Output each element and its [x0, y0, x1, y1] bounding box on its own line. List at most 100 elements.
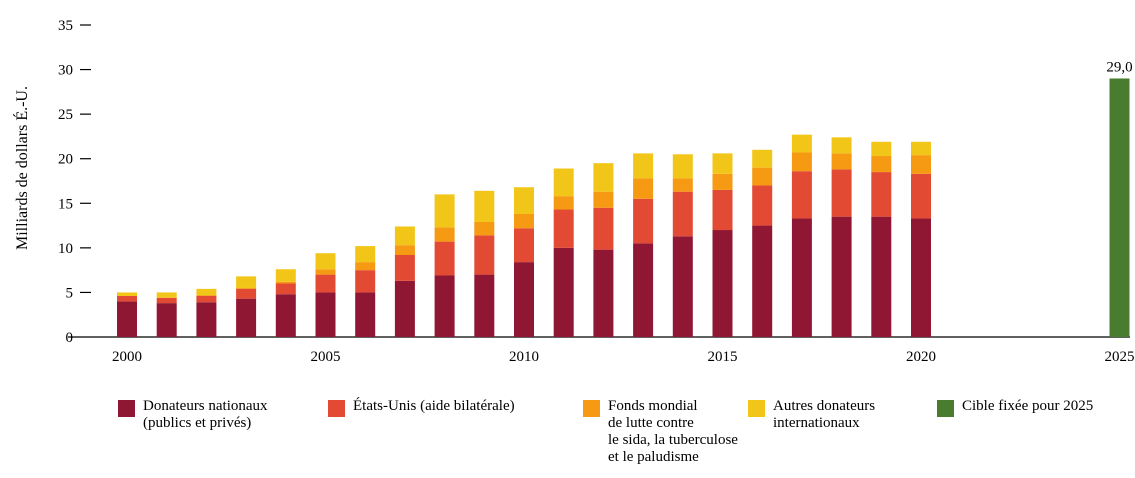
legend-label: Donateurs nationaux (publics et privés)	[143, 398, 268, 431]
target-bar	[1109, 78, 1130, 337]
bar-segment	[871, 216, 892, 337]
bar-segment	[752, 185, 773, 226]
bar-segment	[514, 262, 534, 337]
bar-segment	[196, 295, 217, 303]
bar-segment	[394, 226, 415, 246]
bar-segment	[712, 173, 733, 190]
legend-swatch	[748, 400, 765, 417]
bar-segment	[156, 303, 177, 337]
bar-segment	[394, 254, 415, 281]
bar-segment	[236, 276, 257, 288]
bar-segment	[236, 287, 257, 289]
y-tick-label: 0	[66, 330, 74, 346]
legend-label: Autres donateurs internationaux	[773, 398, 876, 431]
bar-segment	[831, 137, 852, 154]
legend-item-autres-donateurs: Autres donateurs internationaux	[748, 398, 875, 432]
bar-segment	[474, 222, 495, 236]
target-value-label: 29,0	[1106, 59, 1132, 75]
bar-segment	[315, 292, 336, 337]
bar-segment	[672, 191, 693, 237]
bar-segment	[434, 241, 455, 276]
bar-segment	[752, 167, 773, 186]
bar-segment	[117, 292, 137, 296]
x-tick-label: 2015	[708, 349, 738, 365]
bar-segment	[275, 283, 296, 295]
bar-segment	[434, 275, 455, 337]
bar-segment	[315, 253, 336, 270]
bar-segment	[394, 245, 415, 255]
bar-segment	[791, 134, 812, 153]
bar-segment	[156, 292, 177, 298]
bar-segment	[871, 141, 892, 157]
x-axis: 2000 2005 2010 2015 2020 2025	[112, 349, 1135, 365]
legend-label: États-Unis (aide bilatérale)	[353, 398, 515, 414]
bar-segment	[593, 249, 614, 337]
bar-segment	[275, 269, 296, 282]
bar-segment	[474, 235, 495, 275]
bar-segment	[196, 295, 217, 296]
bar-segment	[633, 198, 654, 244]
bar-segment	[236, 298, 257, 337]
x-tick-label: 2000	[112, 349, 142, 365]
bar-segment	[553, 168, 574, 197]
legend-item-etats-unis: États-Unis (aide bilatérale)	[328, 398, 515, 417]
bar-segment	[712, 230, 733, 337]
bar-segment	[752, 149, 773, 168]
bar-segment	[911, 155, 931, 174]
bar-segment	[791, 171, 812, 219]
legend-swatch	[583, 400, 600, 417]
y-tick-label: 15	[58, 196, 73, 212]
y-tick-label: 30	[58, 63, 73, 79]
bar-segment	[355, 262, 376, 271]
y-tick-label: 10	[58, 241, 73, 257]
bar-segment	[355, 270, 376, 293]
bar-segment	[791, 152, 812, 172]
y-axis-title: Milliards de dollars É.-U.	[12, 86, 31, 250]
bar-segment	[514, 228, 534, 263]
bar-segment	[355, 292, 376, 337]
y-axis: 0 5 10 15 20 25 30 35	[58, 18, 91, 346]
legend-item-fonds-mondial: Fonds mondial de lutte contre le sida, l…	[583, 398, 738, 466]
bar-segment	[236, 288, 257, 299]
bar-segment	[633, 153, 654, 179]
bar-segment	[434, 227, 455, 242]
bar-segment	[911, 141, 931, 156]
bar-segment	[633, 243, 654, 337]
bar-segment	[275, 294, 296, 337]
y-tick-label: 5	[66, 285, 74, 301]
legend-item-donateurs-nationaux: Donateurs nationaux (publics et privés)	[118, 398, 268, 432]
x-tick-label: 2020	[906, 349, 936, 365]
bar-segment	[196, 302, 217, 337]
bar-segment	[712, 189, 733, 231]
bar-segment	[315, 274, 336, 293]
bar-segment	[791, 218, 812, 337]
bars: 29,0	[117, 59, 1133, 337]
bar-segment	[831, 216, 852, 337]
bar-segment	[831, 153, 852, 170]
bar-segment	[831, 169, 852, 217]
y-tick-label: 20	[58, 152, 73, 168]
legend-swatch	[937, 400, 954, 417]
bar-segment	[196, 288, 217, 296]
legend-label: Cible fixée pour 2025	[962, 398, 1094, 414]
bar-segment	[593, 207, 614, 250]
x-tick-label: 2025	[1105, 349, 1135, 365]
bar-segment	[752, 225, 773, 337]
bar-segment	[672, 178, 693, 192]
y-tick-label: 25	[58, 107, 73, 123]
bar-segment	[275, 281, 296, 284]
bar-segment	[553, 196, 574, 210]
bar-segment	[672, 236, 693, 337]
bar-segment	[315, 269, 336, 275]
bar-segment	[474, 274, 495, 337]
bar-segment	[672, 154, 693, 179]
bar-segment	[712, 153, 733, 174]
bar-segment	[355, 246, 376, 263]
y-tick-label: 35	[58, 18, 73, 34]
bar-segment	[474, 190, 495, 223]
bar-segment	[553, 247, 574, 337]
bar-segment	[434, 194, 455, 228]
bar-segment	[514, 187, 534, 214]
bar-segment	[871, 172, 892, 217]
bar-segment	[117, 295, 137, 302]
